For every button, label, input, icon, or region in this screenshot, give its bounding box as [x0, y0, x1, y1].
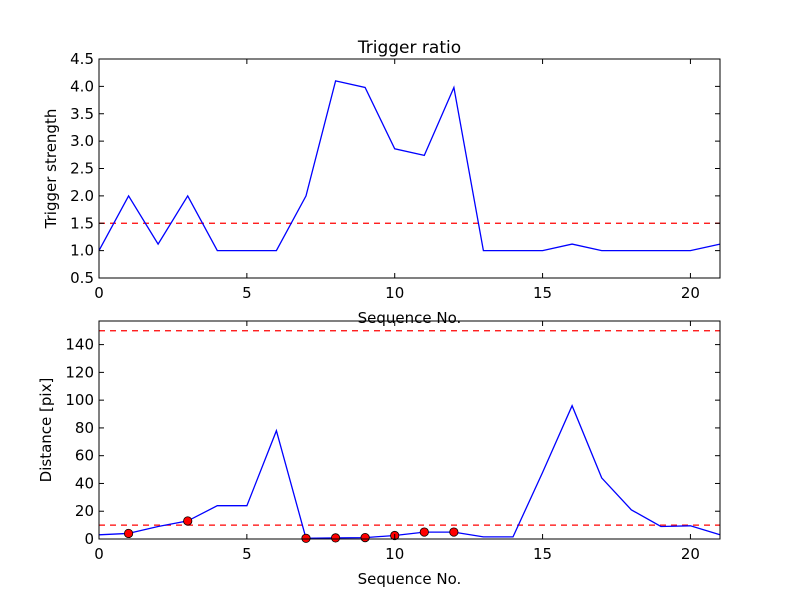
y-tick-label: 40 — [75, 474, 94, 492]
y-tick-label: 0.5 — [70, 269, 94, 287]
data-point-marker — [330, 533, 341, 543]
y-tick-label: 100 — [65, 391, 94, 409]
y-axis-ticks: 0.5 1.0 1.5 2.0 2.5 3.0 3.5 4.0 4.5 — [70, 50, 720, 287]
x-tick-label: 15 — [533, 545, 552, 563]
plot-area — [98, 330, 721, 543]
series-line — [98, 404, 721, 539]
y-tick-label: 140 — [65, 336, 94, 354]
x-tick-label: 5 — [242, 284, 252, 302]
y-tick-label: 80 — [75, 419, 94, 437]
chart-title: Trigger ratio — [357, 38, 461, 58]
y-tick-label: 4.0 — [70, 77, 94, 95]
y-tick-label: 1.0 — [70, 242, 94, 260]
x-axis-label: Sequence No. — [358, 570, 462, 588]
axes-frame — [98, 320, 721, 540]
y-axis-label: Distance [pix] — [37, 378, 55, 483]
y-tick-label: 60 — [75, 447, 94, 465]
x-tick-label: 20 — [681, 284, 700, 302]
y-tick-label: 2.0 — [70, 187, 94, 205]
data-point-marker — [183, 516, 193, 526]
x-axis-label: Sequence No. — [358, 309, 462, 327]
plot-area — [98, 80, 721, 252]
y-tick-label: 0 — [84, 530, 94, 548]
y-tick-label: 2.5 — [70, 160, 94, 178]
data-point-marker — [123, 528, 134, 539]
data-point-marker — [449, 527, 459, 537]
data-point-marker — [301, 533, 311, 543]
y-tick-label: 1.5 — [70, 214, 94, 232]
x-tick-label: 0 — [94, 545, 104, 563]
x-tick-label: 5 — [242, 545, 252, 563]
y-axis-label: Trigger strength — [42, 109, 60, 230]
x-axis-ticks: 0 5 10 15 20 — [94, 59, 700, 302]
series-line — [98, 80, 721, 252]
y-tick-label: 3.0 — [70, 132, 94, 150]
x-tick-label: 15 — [533, 284, 552, 302]
x-tick-label: 0 — [94, 284, 104, 302]
y-tick-label: 3.5 — [70, 105, 94, 123]
y-tick-label: 20 — [75, 502, 94, 520]
y-tick-label: 4.5 — [70, 50, 94, 68]
y-axis-ticks: 0 20 40 60 80 100 120 140 — [65, 336, 720, 548]
y-tick-label: 120 — [65, 363, 94, 381]
x-axis-ticks: 0 5 10 15 20 — [94, 321, 700, 563]
x-tick-label: 10 — [385, 284, 404, 302]
x-tick-label: 10 — [385, 545, 404, 563]
data-point-marker — [360, 533, 370, 543]
distance-chart: Sequence No. Distance [pix] 0 5 10 15 20 0 20… — [37, 320, 721, 588]
trigger-ratio-chart: Trigger ratio Sequence No. Trigger stren… — [42, 38, 721, 327]
data-point-marker — [419, 527, 429, 537]
x-tick-label: 20 — [681, 545, 700, 563]
